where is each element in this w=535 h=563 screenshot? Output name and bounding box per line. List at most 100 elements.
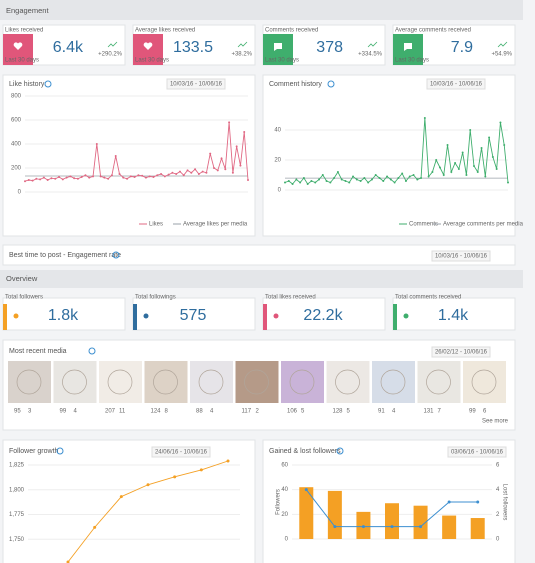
heart-icon (143, 42, 153, 50)
card-period: Last 30 days (135, 58, 169, 64)
data-point (42, 176, 45, 179)
date-picker[interactable] (431, 250, 491, 262)
media-thumbnail[interactable] (99, 361, 142, 403)
data-point (461, 151, 464, 154)
media-thumbnail[interactable] (417, 361, 461, 403)
data-point (137, 174, 140, 177)
data-point (390, 525, 394, 529)
data-point (370, 178, 373, 181)
media-thumbnail[interactable] (281, 361, 324, 403)
data-point (374, 174, 377, 176)
data-point (472, 165, 475, 167)
data-point (93, 525, 97, 529)
data-point (243, 131, 246, 133)
data-point (65, 176, 68, 179)
card-value: 7.9 (451, 39, 473, 56)
card-label: Total followers (5, 295, 43, 301)
y-tick-label: 20 (274, 158, 281, 164)
media-thumbnail[interactable] (8, 361, 51, 403)
data-point (416, 178, 419, 181)
media-comments: 4 (392, 409, 396, 415)
media-comments: 2 (256, 409, 260, 415)
data-point (495, 168, 498, 170)
comment-icon (274, 43, 282, 51)
card-accent (133, 304, 137, 330)
media-art (380, 369, 406, 395)
data-point (318, 178, 321, 181)
data-point (146, 483, 150, 487)
panel-title: Most recent media (9, 348, 67, 355)
media-comments: 7 (438, 409, 442, 415)
media-likes: 99 (60, 409, 67, 415)
media-thumbnail[interactable] (235, 361, 279, 403)
data-point (438, 166, 441, 169)
media-thumbnail[interactable] (190, 361, 233, 403)
media-art (244, 369, 269, 395)
data-point (35, 177, 38, 180)
media-likes: 124 (151, 409, 162, 415)
date-picker[interactable] (447, 446, 507, 458)
data-point (469, 129, 472, 131)
data-point (95, 143, 98, 145)
data-point (119, 495, 123, 499)
card-icon (273, 313, 279, 319)
section-title: Overview (6, 274, 38, 283)
card-label: Average likes received (135, 28, 195, 34)
data-point (235, 145, 238, 148)
y2-tick-label: 0 (496, 537, 500, 543)
trend-icon (237, 41, 248, 48)
data-point (284, 181, 286, 184)
data-point (144, 176, 147, 179)
panel (2, 74, 256, 237)
data-point (352, 175, 355, 178)
chart-title: Gained & lost followers (269, 448, 341, 455)
card-value: 1.4k (438, 307, 469, 324)
data-point (401, 172, 404, 175)
chart-title: Comment history (269, 81, 322, 88)
data-point (423, 117, 426, 119)
data-point (476, 500, 480, 504)
media-thumbnail[interactable] (372, 361, 415, 403)
media-art (471, 369, 497, 395)
info-icon (56, 447, 64, 455)
date-picker[interactable] (166, 78, 226, 90)
data-point (325, 180, 328, 182)
card-value: 133.5 (173, 39, 213, 56)
data-point (378, 177, 381, 179)
card-label: Comments received (265, 28, 318, 34)
y2-tick-label: 2 (496, 512, 500, 518)
date-picker[interactable] (431, 346, 491, 358)
date-picker[interactable] (426, 78, 486, 90)
bar (385, 503, 399, 539)
media-thumbnail[interactable] (53, 361, 97, 403)
card-value: 22.2k (303, 307, 343, 324)
data-point (186, 169, 189, 172)
media-thumbnail[interactable] (463, 361, 506, 403)
data-point (122, 176, 125, 179)
media-likes: 207 (105, 409, 116, 415)
chart-title: Follower growth (9, 448, 59, 455)
data-point (173, 475, 177, 479)
info-icon (88, 347, 96, 355)
data-point (431, 171, 434, 173)
data-point (175, 173, 178, 175)
data-point (27, 179, 30, 181)
card-icon (13, 313, 19, 319)
info-icon (327, 80, 335, 88)
media-thumbnail[interactable] (326, 361, 370, 403)
see-more-link[interactable]: See more (482, 419, 509, 425)
data-point (220, 157, 223, 160)
panel (262, 74, 516, 237)
data-point (491, 156, 494, 158)
card-accent (393, 34, 423, 65)
y-tick-label: 600 (11, 118, 22, 124)
card-label: Total followings (135, 295, 176, 301)
data-point (306, 183, 309, 185)
media-comments: 4 (74, 409, 78, 415)
data-point (247, 179, 249, 181)
media-thumbnail[interactable] (144, 361, 188, 403)
data-point (54, 177, 57, 180)
data-point (507, 181, 509, 184)
date-picker[interactable] (151, 446, 211, 458)
data-point (163, 175, 166, 178)
